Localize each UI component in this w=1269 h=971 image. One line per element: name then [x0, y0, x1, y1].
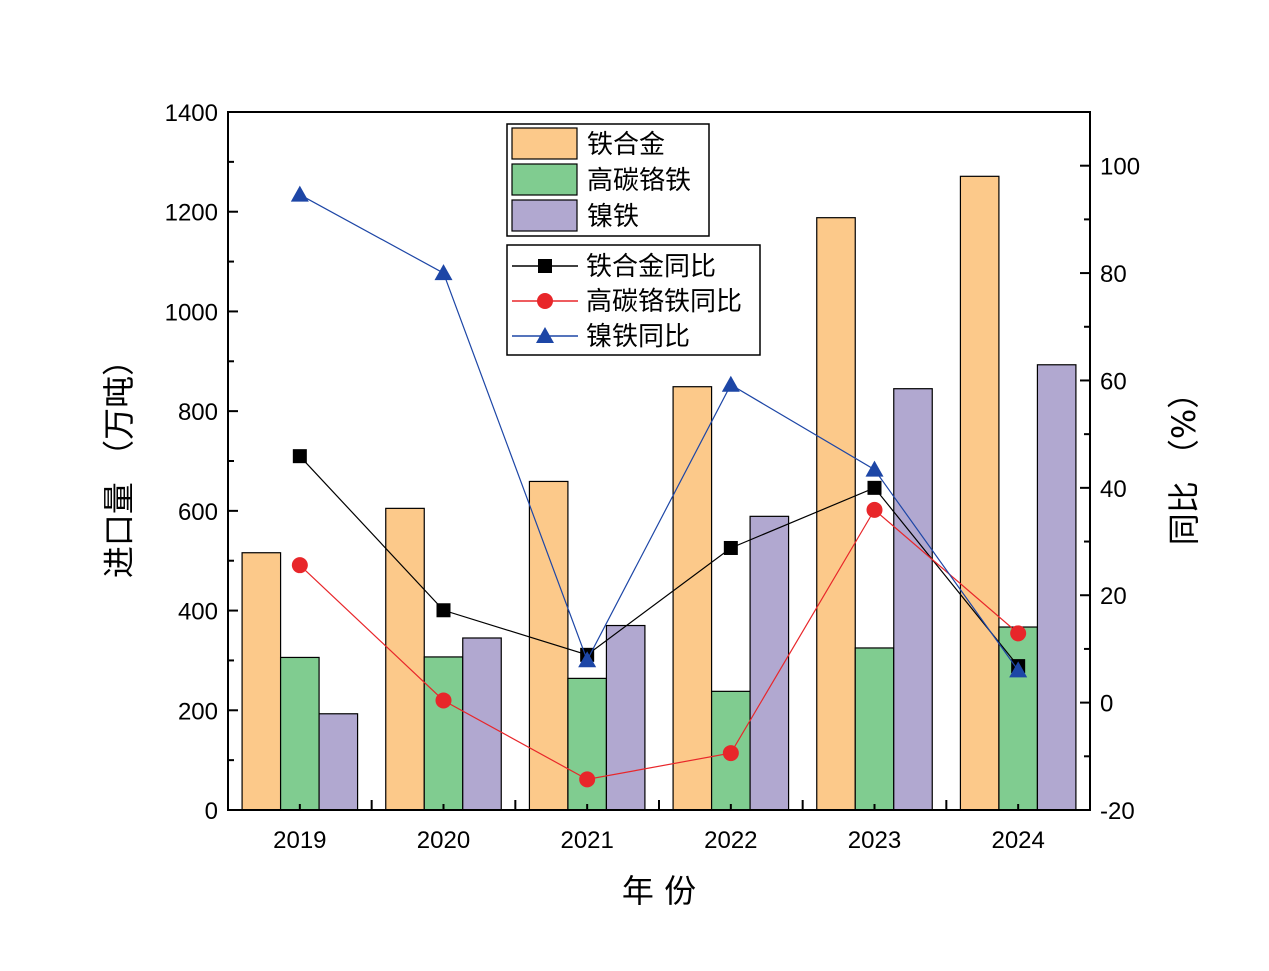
legend-bar-label-2: 镍铁 [587, 202, 639, 232]
bar-2-2022 [749, 515, 790, 811]
bar-0-2021 [528, 480, 569, 811]
x-tick-label: 2019 [273, 827, 326, 854]
point-2-2024 [1009, 661, 1028, 678]
point-2-2021 [578, 651, 597, 668]
bar-0-2023 [816, 217, 856, 811]
y-left-tick-label: 600 [178, 499, 218, 526]
x-tick-labels: 2019 2020 2021 2022 2023 2024 [273, 827, 1045, 854]
y-left-tick-label: 800 [178, 399, 218, 426]
bar-2-2019 [318, 713, 359, 811]
bar-1-2023 [854, 647, 895, 811]
legend-swatch-0 [511, 127, 578, 160]
point-0-2019 [292, 449, 307, 464]
point-1-2021 [579, 771, 596, 788]
y-left-tick-labels: 0 200 400 600 800 1000 1200 1400 [165, 100, 218, 825]
legend-bar-label-0: 铁合金 [587, 130, 665, 160]
y-left-tick-label: 1400 [165, 100, 218, 127]
point-2-2019 [290, 185, 309, 202]
bar-0-2024 [959, 175, 1000, 811]
y-left-tick-label: 400 [178, 599, 218, 626]
line-0 [299, 455, 1019, 667]
y-left-tick-label: 0 [205, 798, 218, 825]
x-tick-label: 2021 [560, 827, 613, 854]
point-0-2022 [723, 540, 738, 555]
y-right-tick-label: 100 [1100, 154, 1140, 181]
y-right-tick-label: 0 [1100, 691, 1113, 718]
bar-0-2020 [385, 507, 425, 811]
x-tick-label: 2023 [848, 827, 901, 854]
y-right-tick-label: 60 [1100, 368, 1127, 395]
bar-1-2021 [567, 677, 608, 811]
legend-marker-2 [536, 327, 554, 343]
x-tick-label: 2022 [704, 827, 757, 854]
y-left-tick-label: 1200 [165, 200, 218, 227]
bar-0-2019 [241, 552, 282, 811]
x-tick-label: 2020 [417, 827, 470, 854]
bar-1-2019 [279, 656, 320, 811]
legend-marker-0 [538, 259, 552, 273]
point-1-2024 [1010, 625, 1027, 642]
legend-line-label-2: 镍铁同比 [586, 322, 690, 352]
legend-bar-label-1: 高碳铬铁 [587, 166, 691, 196]
bar-1-2024 [998, 626, 1039, 811]
point-0-2020 [436, 603, 451, 618]
y-left-tick-label: 1000 [165, 299, 218, 326]
bar-2-2020 [462, 637, 502, 811]
y-right-tick-label: -20 [1100, 798, 1135, 825]
y-left-axis-title: 进口量 （万吨） [100, 344, 138, 578]
legend-line-label-1: 高碳铬铁同比 [586, 287, 742, 317]
point-1-2022 [722, 745, 739, 762]
bar-group [241, 175, 1077, 811]
legend-marker-1 [537, 293, 553, 309]
x-axis-title: 年 份 [622, 872, 696, 910]
y-right-tick-label: 40 [1100, 476, 1127, 503]
bar-2-2023 [893, 388, 933, 811]
bar-2-2021 [605, 624, 646, 811]
y-right-tick-label: 20 [1100, 583, 1127, 610]
line-1 [299, 508, 1019, 781]
bar-1-2020 [423, 656, 464, 811]
y-right-tick-label: 80 [1100, 261, 1127, 288]
y-right-tick-labels: -20 0 20 40 60 80 100 [1100, 154, 1140, 825]
bar-0-2022 [672, 386, 713, 811]
bar-2-2024 [1036, 364, 1077, 811]
point-1-2023 [866, 501, 883, 518]
point-0-2023 [867, 480, 882, 495]
point-1-2020 [435, 692, 452, 709]
legend-swatch-1 [511, 163, 578, 196]
point-2-2023 [865, 460, 884, 477]
y-left-tick-label: 200 [178, 698, 218, 725]
point-2-2020 [434, 264, 453, 281]
legend-line-label-0: 铁合金同比 [586, 252, 716, 282]
point-2-2022 [721, 375, 740, 392]
y-right-axis-title: 同比 （%） [1165, 377, 1203, 546]
axes [227, 111, 1091, 811]
line-2 [299, 194, 1019, 671]
x-tick-label: 2024 [991, 827, 1044, 854]
legend-swatch-2 [511, 199, 578, 232]
line-group [290, 185, 1028, 788]
point-1-2019 [291, 557, 308, 574]
